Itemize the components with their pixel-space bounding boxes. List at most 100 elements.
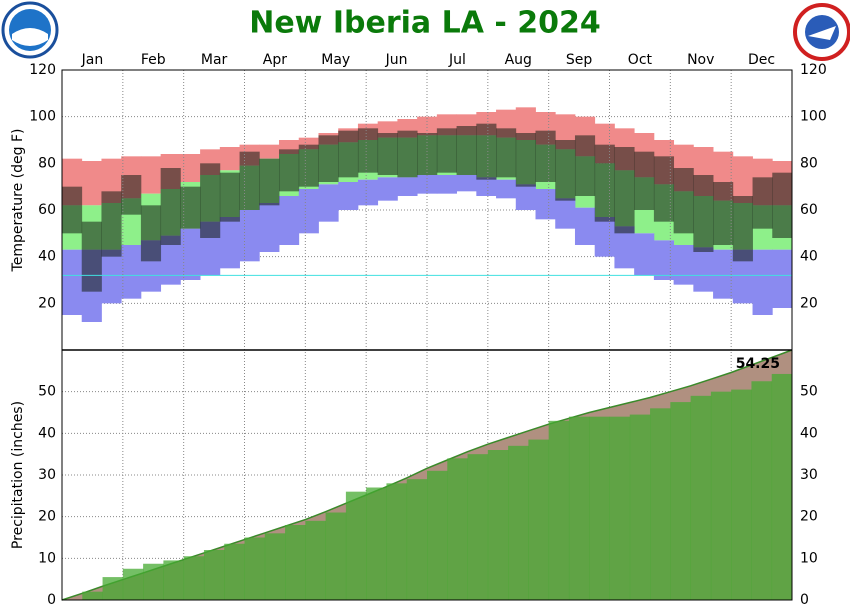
y-tick-label-right: 40 [800,425,818,441]
precip-bar [710,391,732,600]
precip-bar [447,458,468,600]
range-bar [614,147,635,234]
y-tick-label-right: 80 [800,155,818,171]
x-tick-label: Apr [263,52,287,68]
range-bar [101,249,122,304]
range-bar [673,168,694,234]
range-bar [338,182,359,210]
range-bar [594,144,615,222]
range-bar [436,175,457,194]
y-axis-title: Precipitation (inches) [10,401,26,549]
precip-bar [548,420,570,600]
x-tick-label: Feb [141,52,166,68]
precip-bar [650,408,671,600]
y-tick-label: 20 [38,509,56,525]
x-tick-label: May [321,52,350,68]
range-bar [259,203,280,252]
x-tick-label: Dec [748,52,775,68]
range-bar [219,217,240,269]
range-bar [732,249,753,304]
range-bar [476,177,497,196]
range-bar [239,210,260,262]
range-bar [200,163,221,238]
range-bar [634,151,655,210]
y-tick-label-right: 60 [800,202,818,218]
precip-bar [122,568,144,600]
y-tick-label: 100 [29,109,56,125]
total-annotation: 54.25 [736,356,780,372]
x-tick-label: Jun [385,52,408,68]
y-tick-label-right: 100 [800,109,827,125]
precip-bar [427,470,448,600]
range-bar [496,179,517,199]
range-bar [673,245,694,285]
precip-bar [224,543,245,600]
precip-bar [690,395,712,600]
range-bar [180,154,201,182]
y-axis-title: Temperature (deg F) [10,129,26,273]
range-bar [417,116,438,136]
x-tick-label: Sep [566,52,593,68]
precip-bar [467,454,489,600]
y-tick-label-right: 10 [800,550,818,566]
x-tick-label: Jul [448,52,466,68]
range-bar [121,175,142,215]
range-bar [298,189,319,234]
range-bar [180,186,201,229]
range-bar [219,172,240,222]
y-tick-label: 20 [38,295,56,311]
precip-bar [589,416,610,600]
range-bar [456,175,477,192]
range-bar [239,151,260,210]
range-bar [772,249,793,308]
range-bar [693,247,714,292]
range-bar [732,196,753,262]
range-bar [219,147,240,171]
precip-bar [183,556,205,600]
precip-bar [406,479,428,600]
range-bar [121,245,142,299]
range-bar [397,130,418,178]
precip-bar [508,445,529,600]
noaa-logo [1,1,59,59]
y-tick-label: 40 [38,425,56,441]
y-tick-label: 10 [38,550,56,566]
precip-bar [285,525,306,600]
precip-bar [609,416,631,600]
range-bar [693,175,714,252]
precip-bar [366,487,387,600]
range-bar [515,107,536,140]
precip-bar [751,381,773,600]
range-bar [574,207,596,245]
range-bar [101,191,122,257]
range-bar [535,189,556,220]
y-tick-label-right: 0 [800,592,809,608]
range-bar [259,158,280,206]
range-bar [752,177,773,229]
range-bar [279,149,300,192]
x-tick-label: Nov [687,52,714,68]
range-bar [397,177,418,196]
range-bar [81,221,102,292]
y-tick-label: 120 [29,62,56,78]
range-bar [81,161,102,206]
range-bar [298,137,319,150]
range-bar [496,128,517,178]
y-tick-label: 40 [38,249,56,265]
range-bar [515,184,536,210]
range-bar [634,233,655,276]
range-bar [555,198,576,229]
y-tick-label-right: 20 [800,295,818,311]
x-tick-label: Mar [201,52,228,68]
range-bar [259,144,280,159]
range-bar [713,249,734,299]
precip-bar [771,373,792,600]
range-bar [377,177,398,201]
y-tick-label-right: 30 [800,467,818,483]
range-bar [357,128,379,173]
range-bar [555,140,576,201]
range-bar [535,130,556,182]
precip-bar [325,512,347,600]
range-bar [62,249,83,315]
